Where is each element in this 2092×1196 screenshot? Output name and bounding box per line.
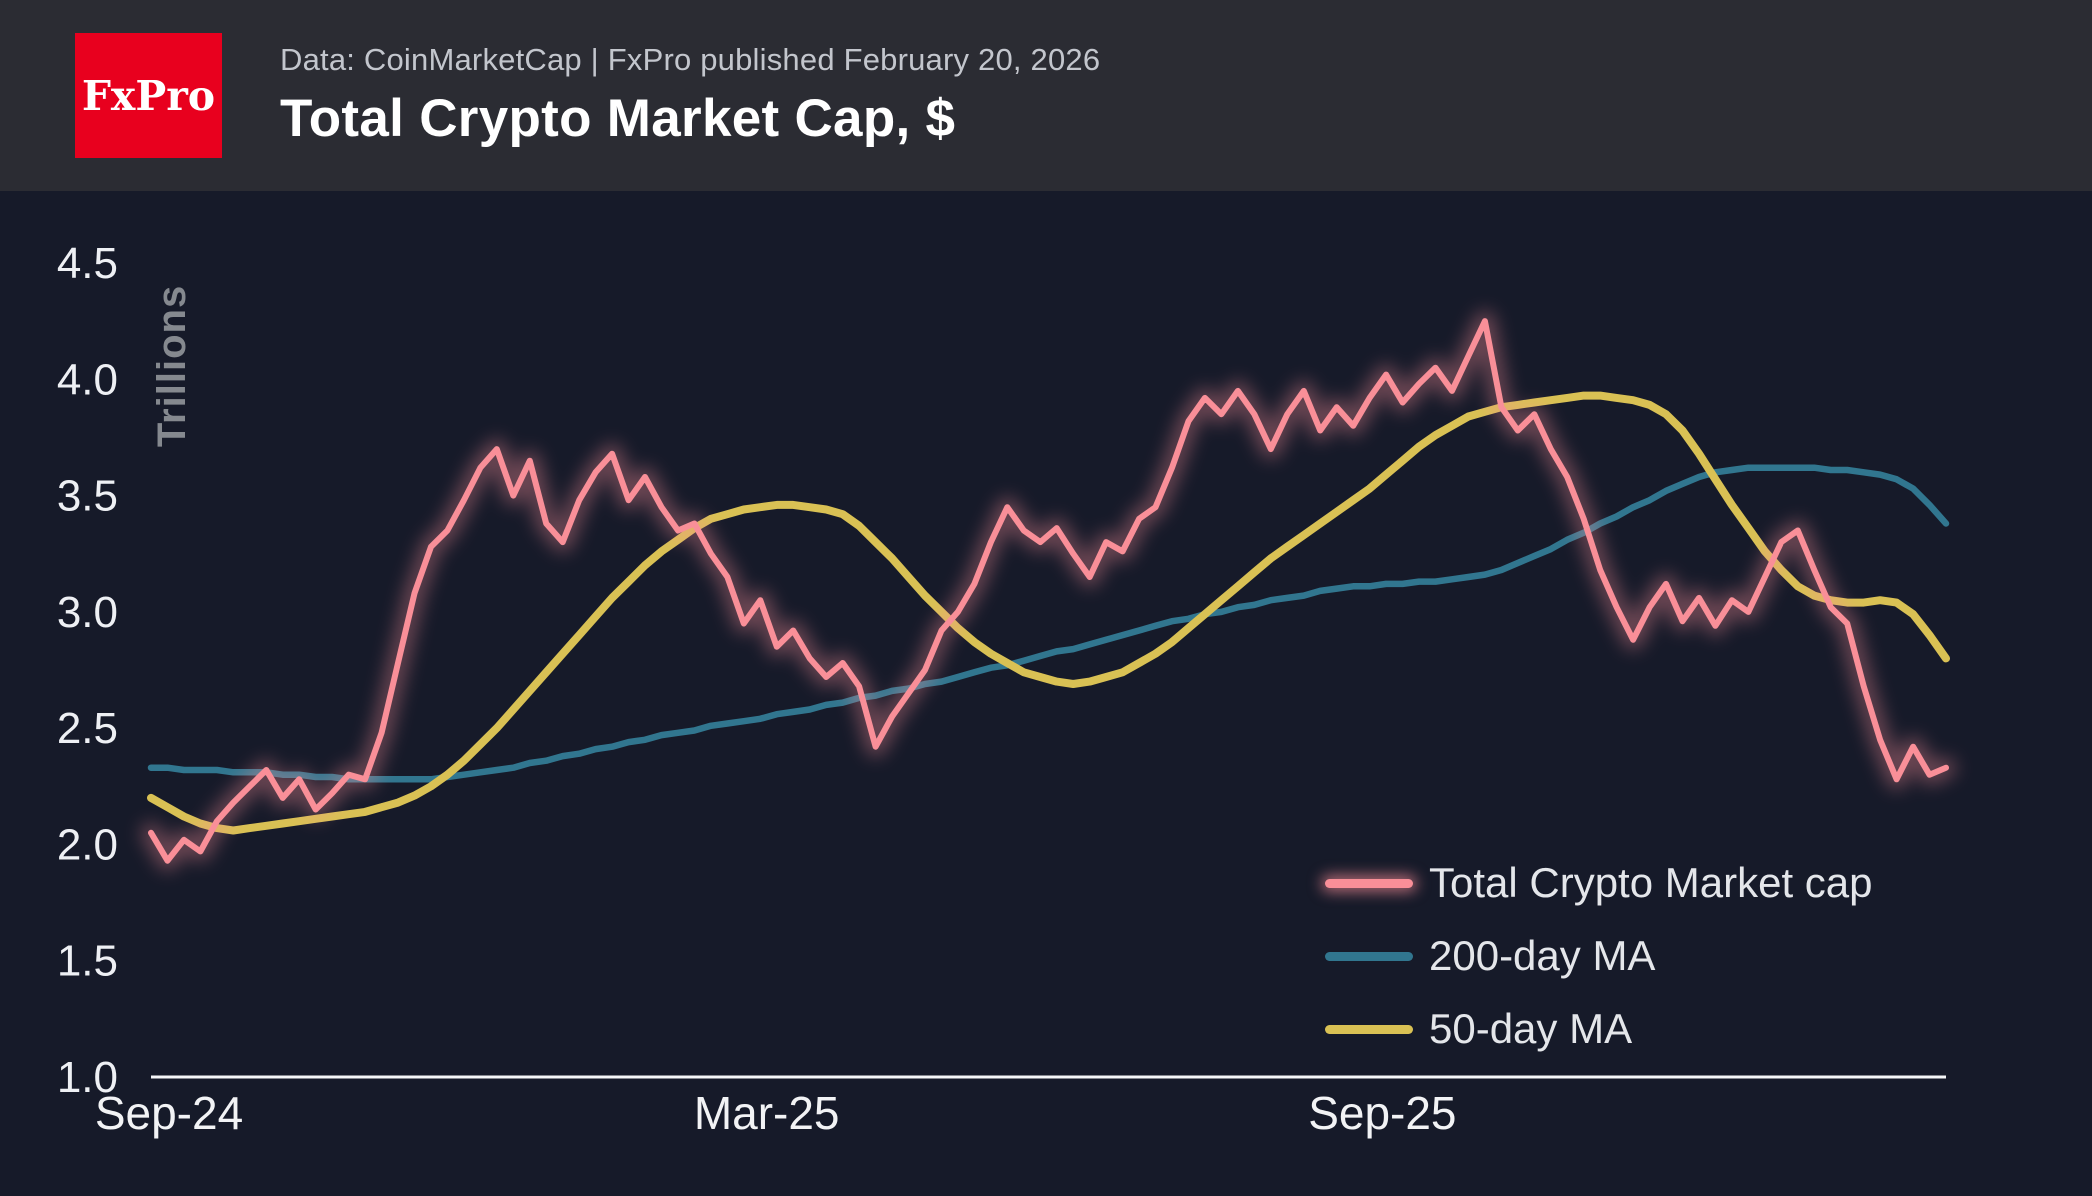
svg-text:3.0: 3.0 (57, 588, 118, 637)
svg-text:4.0: 4.0 (57, 355, 118, 404)
svg-text:1.0: 1.0 (57, 1053, 118, 1102)
market-cap-line-chart: 4.5 4.0 3.5 3.0 2.5 2.0 1.5 1.0 Trillions Sep-24 M… (57, 239, 1956, 1139)
header-titles: Data: CoinMarketCap | FxPro published Fe… (280, 42, 1100, 149)
svg-text:Sep-25: Sep-25 (1308, 1087, 1456, 1139)
header: FxPro Data: CoinMarketCap | FxPro publis… (0, 0, 2092, 191)
legend-label-market-cap: Total Crypto Market cap (1429, 859, 1873, 906)
legend: Total Crypto Market cap 200-day MA 50-da… (1325, 859, 1873, 1078)
legend-item-50day-ma: 50-day MA (1325, 1005, 1873, 1053)
legend-item-200day-ma: 200-day MA (1325, 932, 1873, 980)
legend-label-200day-ma: 200-day MA (1429, 932, 1656, 979)
fxpro-logo: FxPro (75, 33, 222, 158)
ma200-line-swatch (1325, 951, 1413, 961)
svg-text:Sep-24: Sep-24 (95, 1087, 243, 1139)
ma50-line-swatch (1325, 1024, 1413, 1034)
svg-text:2.5: 2.5 (57, 704, 118, 753)
legend-label-50day-ma: 50-day MA (1429, 1005, 1633, 1052)
fxpro-logo-text: FxPro (81, 71, 216, 120)
svg-text:2.0: 2.0 (57, 820, 118, 869)
svg-text:4.5: 4.5 (57, 239, 118, 288)
legend-item-market-cap: Total Crypto Market cap (1325, 859, 1873, 907)
market-cap-line-swatch (1325, 878, 1413, 888)
svg-text:Mar-25: Mar-25 (694, 1087, 840, 1139)
chart-area: 4.5 4.0 3.5 3.0 2.5 2.0 1.5 1.0 Trillions Sep-24 M… (0, 191, 2092, 1196)
svg-text:Trillions: Trillions (150, 285, 194, 447)
data-source-line: Data: CoinMarketCap | FxPro published Fe… (280, 42, 1101, 77)
svg-text:1.5: 1.5 (57, 937, 118, 986)
page-title: Total Crypto Market Cap, $ (280, 89, 956, 148)
svg-text:3.5: 3.5 (57, 472, 118, 521)
